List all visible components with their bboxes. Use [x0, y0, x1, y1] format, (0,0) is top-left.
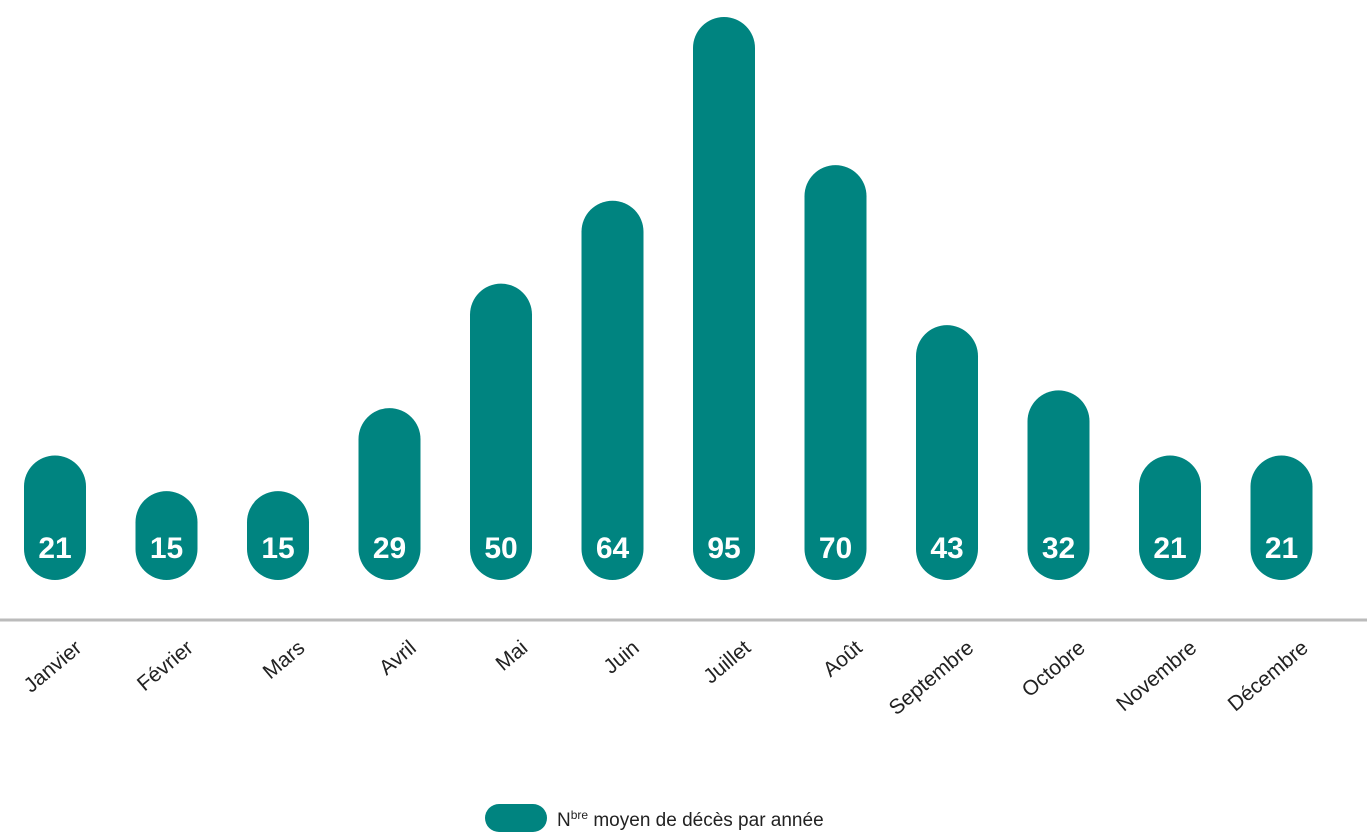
x-tick-label: Mars — [259, 636, 310, 684]
bar — [247, 491, 309, 580]
x-tick-label: Septembre — [885, 636, 978, 720]
x-tick-label: Mai — [492, 636, 533, 675]
value-label: 29 — [373, 532, 406, 565]
value-label: 64 — [596, 532, 630, 565]
legend-label: Nbre moyen de décès par année — [557, 808, 824, 831]
x-tick-label: Avril — [375, 636, 421, 680]
x-tick-label: Février — [133, 636, 198, 696]
bar — [581, 200, 644, 580]
bar — [1027, 390, 1090, 580]
x-tick-label: Décembre — [1224, 636, 1313, 716]
value-label: 43 — [930, 532, 963, 565]
x-tick-label: Juillet — [699, 636, 755, 688]
bar — [358, 408, 421, 580]
value-label: 95 — [707, 532, 740, 565]
bar — [470, 283, 532, 580]
x-tick-label: Août — [819, 636, 867, 681]
bar — [1250, 455, 1313, 580]
legend-swatch — [485, 804, 547, 832]
value-label: 70 — [819, 532, 852, 565]
bar — [804, 165, 867, 580]
bar — [135, 491, 198, 580]
x-tick-label: Juin — [599, 636, 643, 678]
value-label: 32 — [1042, 532, 1075, 565]
value-label: 15 — [261, 532, 294, 565]
bar — [693, 17, 755, 580]
bar — [1139, 455, 1201, 580]
value-label: 50 — [484, 532, 517, 565]
bar — [24, 455, 86, 580]
x-tick-label: Novembre — [1112, 636, 1201, 716]
x-tick-label: Octobre — [1018, 636, 1090, 702]
value-label: 21 — [38, 532, 71, 565]
value-label: 21 — [1153, 532, 1186, 565]
value-label: 15 — [150, 532, 183, 565]
x-tick-label: Janvier — [20, 636, 87, 697]
bar — [916, 325, 978, 580]
value-label: 21 — [1265, 532, 1298, 565]
